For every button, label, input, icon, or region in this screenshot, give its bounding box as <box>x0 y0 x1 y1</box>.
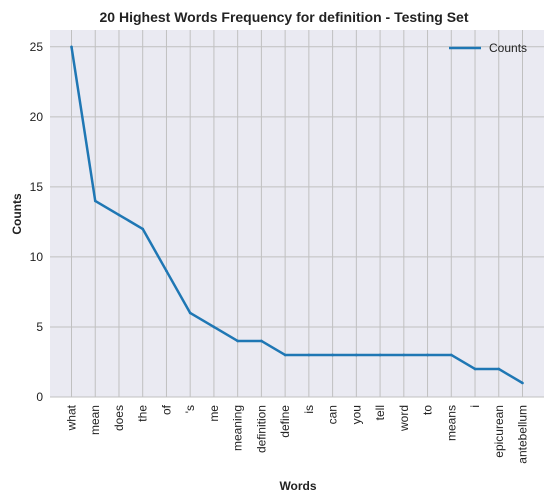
data-point <box>473 367 477 371</box>
y-tick-label: 20 <box>30 110 44 124</box>
x-gridlines <box>71 30 523 397</box>
data-point <box>165 269 168 273</box>
data-point <box>212 325 216 329</box>
data-point <box>355 353 358 357</box>
x-tick-label: of <box>159 404 173 415</box>
data-point <box>70 45 73 49</box>
data-point <box>260 339 263 343</box>
x-tick-label: is <box>302 405 316 414</box>
data-point <box>402 353 406 357</box>
data-point <box>378 353 382 357</box>
x-tick-label: 's <box>183 405 197 413</box>
x-tick-labels: what mean does the of 's me meaning definition de… <box>65 404 530 463</box>
x-axis-label: Words <box>279 479 316 493</box>
data-point <box>188 311 192 315</box>
data-point <box>236 339 239 343</box>
x-tick-label: the <box>136 405 150 422</box>
x-tick-label: you <box>349 405 363 424</box>
x-tick-label: meaning <box>231 405 245 451</box>
data-point <box>521 381 524 385</box>
x-tick-label: to <box>421 405 435 415</box>
data-point <box>283 353 287 357</box>
y-tick-label: 0 <box>36 390 43 404</box>
x-tick-label: means <box>444 405 458 441</box>
data-point <box>331 353 334 357</box>
series-layer <box>70 45 524 385</box>
x-tick-label: antebellum <box>516 405 530 464</box>
x-tick-label: me <box>207 405 221 422</box>
x-tick-label: tell <box>373 405 387 420</box>
data-point <box>93 199 97 203</box>
x-tick-label: what <box>65 404 79 431</box>
y-tick-labels: 0 5 10 15 20 25 <box>30 40 44 404</box>
y-tick-label: 10 <box>30 250 44 264</box>
y-tick-label: 25 <box>30 40 44 54</box>
data-point <box>426 353 429 357</box>
legend: Counts <box>449 41 527 55</box>
chart-title: 20 Highest Words Frequency for definitio… <box>100 9 469 25</box>
x-tick-label: epicurean <box>492 405 506 458</box>
data-point <box>497 367 501 371</box>
x-tick-label: define <box>278 405 292 438</box>
y-axis-label: Counts <box>10 193 24 235</box>
data-point <box>141 227 145 231</box>
x-tick-label: i <box>468 405 482 408</box>
series-line <box>70 46 524 385</box>
y-tick-label: 5 <box>36 320 43 334</box>
data-point <box>449 353 453 357</box>
x-tick-label: does <box>112 405 126 431</box>
x-tick-label: word <box>397 405 411 432</box>
data-point <box>117 213 121 217</box>
x-tick-label: definition <box>254 405 268 453</box>
data-point <box>307 353 311 357</box>
y-tick-label: 15 <box>30 180 44 194</box>
plot-area <box>50 30 544 397</box>
x-tick-label: mean <box>88 405 102 435</box>
x-tick-label: can <box>326 405 340 424</box>
legend-label: Counts <box>489 41 527 55</box>
